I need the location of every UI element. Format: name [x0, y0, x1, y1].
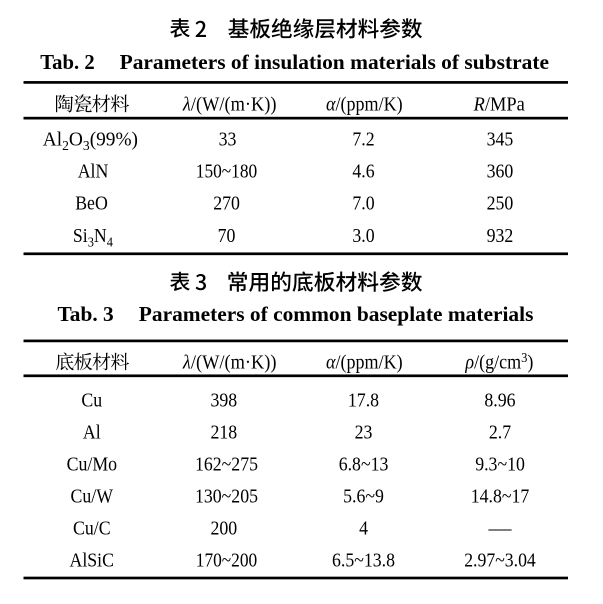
svg-text:162~275: 162~275 — [195, 454, 258, 476]
svg-text:3: 3 — [88, 234, 95, 249]
svg-text:Cu/Mo: Cu/Mo — [67, 454, 118, 476]
svg-text:Tab. 2: Tab. 2 — [40, 50, 94, 74]
svg-text:AlN: AlN — [78, 160, 109, 182]
svg-text:14.8~17: 14.8~17 — [471, 486, 530, 508]
svg-text:345: 345 — [487, 128, 514, 150]
svg-text:α: α — [326, 94, 336, 116]
svg-text:3: 3 — [521, 350, 528, 365]
svg-text:2: 2 — [62, 138, 69, 153]
svg-text:/(W/(m·K)): /(W/(m·K)) — [191, 351, 277, 373]
svg-text:/(ppm/K): /(ppm/K) — [336, 94, 403, 116]
svg-text:3: 3 — [83, 138, 90, 153]
svg-text:5.6~9: 5.6~9 — [343, 486, 384, 508]
svg-text:Al: Al — [43, 128, 63, 150]
svg-text:2.7: 2.7 — [489, 422, 511, 444]
svg-text:200: 200 — [211, 518, 238, 540]
svg-text:150~180: 150~180 — [196, 160, 257, 182]
svg-text:/(W/(m·K)): /(W/(m·K)) — [191, 94, 277, 116]
svg-text:33: 33 — [219, 128, 237, 150]
svg-text:): ) — [527, 351, 533, 373]
svg-text:270: 270 — [213, 193, 240, 215]
svg-text:Tab. 3: Tab. 3 — [58, 302, 114, 326]
svg-text:α: α — [326, 351, 336, 373]
svg-text:4.6: 4.6 — [352, 160, 374, 182]
svg-text:130~205: 130~205 — [195, 486, 258, 508]
svg-text:Si: Si — [73, 225, 88, 247]
svg-text:BeO: BeO — [75, 193, 108, 215]
svg-text:/(g/cm: /(g/cm — [474, 351, 521, 373]
svg-text:Parameters of insulation mater: Parameters of insulation materials of su… — [120, 50, 549, 74]
svg-text:/MPa: /MPa — [485, 94, 525, 116]
svg-text:—: — — [487, 518, 512, 540]
svg-text:250: 250 — [487, 193, 514, 215]
svg-text:7.0: 7.0 — [352, 193, 374, 215]
svg-text:6.8~13: 6.8~13 — [339, 454, 389, 476]
svg-text:Cu: Cu — [81, 390, 102, 412]
svg-text:Cu/C: Cu/C — [73, 518, 111, 540]
svg-text:2.97~3.04: 2.97~3.04 — [464, 550, 536, 572]
svg-text:9.3~10: 9.3~10 — [475, 454, 525, 476]
svg-text:6.5~13.8: 6.5~13.8 — [332, 550, 395, 572]
svg-text:Parameters of common baseplate: Parameters of common baseplate materials — [139, 302, 534, 326]
svg-text:4: 4 — [359, 518, 368, 540]
svg-text:218: 218 — [211, 422, 238, 444]
svg-text:Al: Al — [83, 422, 101, 444]
svg-text:/(ppm/K): /(ppm/K) — [336, 351, 403, 373]
svg-text:398: 398 — [211, 390, 238, 412]
svg-text:360: 360 — [487, 160, 514, 182]
svg-text:7.2: 7.2 — [352, 128, 374, 150]
svg-text:Cu/W: Cu/W — [71, 486, 114, 508]
svg-text:4: 4 — [107, 234, 114, 249]
svg-text:8.96: 8.96 — [484, 390, 515, 412]
svg-text:R: R — [473, 94, 485, 116]
svg-text:λ: λ — [182, 94, 191, 116]
svg-text:3.0: 3.0 — [352, 225, 374, 247]
svg-text:O: O — [69, 128, 83, 150]
svg-text:23: 23 — [355, 422, 373, 444]
svg-text:70: 70 — [218, 225, 236, 247]
svg-text:17.8: 17.8 — [348, 390, 379, 412]
svg-text:(99%): (99%) — [90, 128, 138, 150]
svg-text:AlSiC: AlSiC — [70, 550, 115, 572]
svg-text:N: N — [94, 225, 107, 247]
svg-text:λ: λ — [182, 351, 191, 373]
svg-text:170~200: 170~200 — [196, 550, 257, 572]
svg-text:ρ: ρ — [464, 351, 474, 373]
svg-text:932: 932 — [487, 225, 514, 247]
